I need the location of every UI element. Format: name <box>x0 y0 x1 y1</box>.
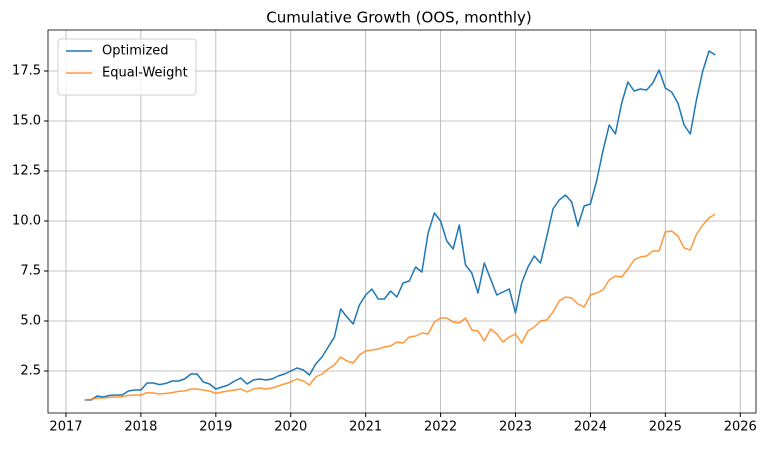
legend-label: Equal-Weight <box>102 66 188 81</box>
line-series <box>84 213 716 401</box>
legend: Optimized Equal-Weight <box>57 38 197 96</box>
x-tick-label: 2021 <box>349 420 382 435</box>
x-tick-label: 2022 <box>424 420 457 435</box>
y-tick-label: 5.0 <box>20 314 41 329</box>
x-tick-label: 2025 <box>649 420 682 435</box>
y-tick-label: 12.5 <box>12 164 41 179</box>
y-tick-label: 15.0 <box>12 114 41 129</box>
x-tick-label: 2018 <box>124 420 157 435</box>
line-series <box>84 50 716 401</box>
x-tick-label: 2020 <box>274 420 307 435</box>
y-tick-label: 7.5 <box>20 264 41 279</box>
y-tick-label: 10.0 <box>12 214 41 229</box>
chart-title: Cumulative Growth (OOS, monthly) <box>266 9 532 27</box>
legend-box <box>57 38 197 96</box>
x-tick-label: 2019 <box>199 420 232 435</box>
x-tick-label: 2024 <box>574 420 607 435</box>
x-tick-label: 2023 <box>499 420 532 435</box>
plot-frame <box>47 29 757 414</box>
y-tick-label: 17.5 <box>12 64 41 79</box>
y-tick-label: 2.5 <box>20 364 41 379</box>
x-tick-label: 2026 <box>724 420 757 435</box>
legend-label: Optimized <box>102 44 169 59</box>
x-tick-label: 2017 <box>49 420 82 435</box>
